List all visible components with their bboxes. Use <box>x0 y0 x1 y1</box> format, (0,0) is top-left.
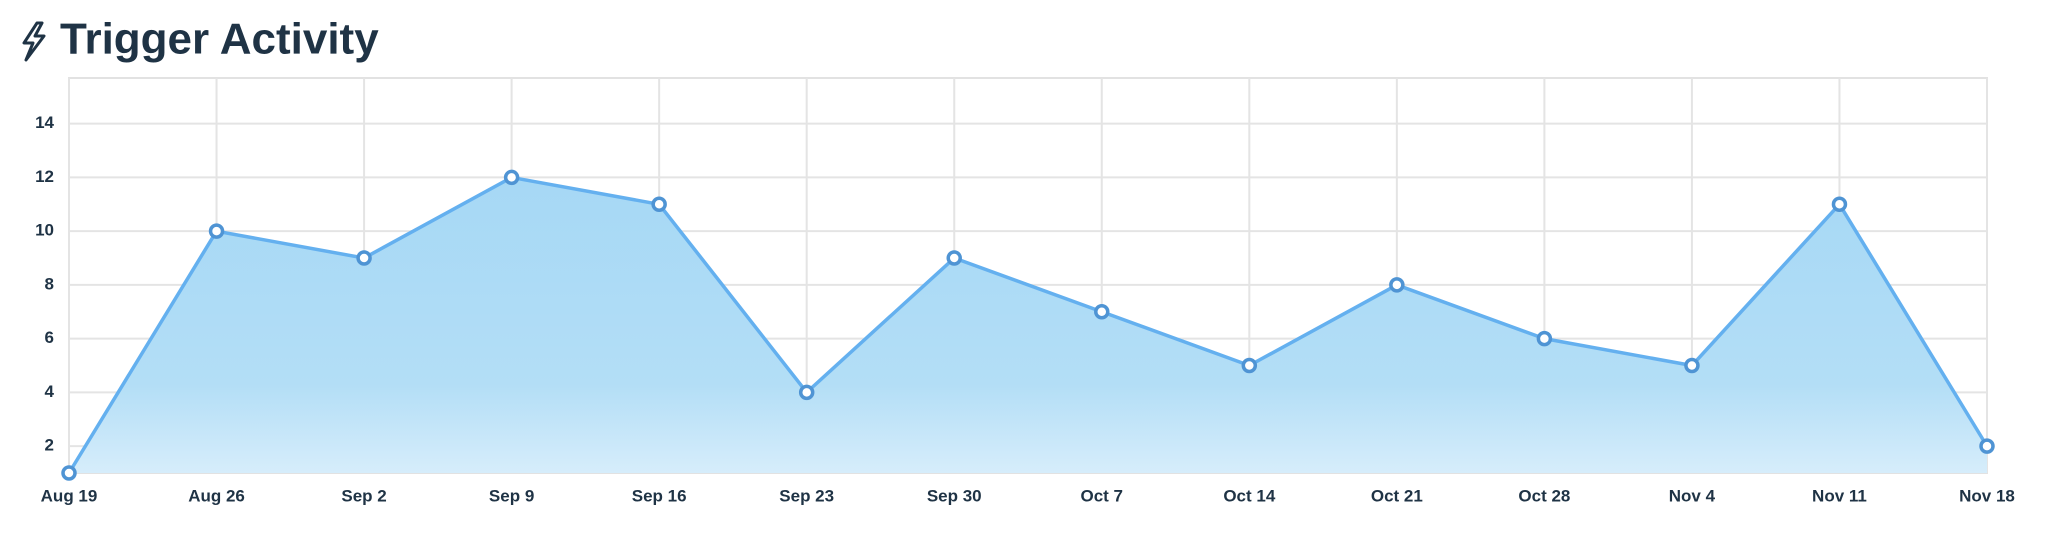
data-point <box>1241 357 1258 374</box>
data-point <box>356 250 372 266</box>
x-tick-label: Nov 18 <box>1959 486 2015 505</box>
x-tick-label: Nov 4 <box>1669 486 1716 505</box>
area-fill <box>69 177 1987 474</box>
data-point <box>1979 438 1995 454</box>
y-tick-label: 14 <box>35 113 54 132</box>
x-tick-label: Aug 26 <box>188 486 245 505</box>
x-tick-label: Oct 21 <box>1371 486 1423 505</box>
x-tick-label: Sep 16 <box>632 486 687 505</box>
y-tick-label: 12 <box>35 167 54 186</box>
bolt-icon <box>22 21 46 62</box>
x-tick-label: Nov 11 <box>1812 486 1867 505</box>
x-tick-label: Sep 30 <box>927 486 982 505</box>
x-tick-label: Oct 14 <box>1223 486 1276 505</box>
data-point <box>208 223 225 239</box>
data-point <box>1389 277 1405 293</box>
x-tick-label: Sep 2 <box>341 486 386 505</box>
x-tick-label: Aug 19 <box>41 486 98 505</box>
data-point <box>798 384 815 401</box>
x-tick-label: Oct 28 <box>1518 486 1570 505</box>
data-point <box>503 169 520 186</box>
y-tick-label: 8 <box>45 274 54 293</box>
y-tick-label: 10 <box>35 221 54 240</box>
x-tick-label: Oct 7 <box>1081 486 1124 505</box>
data-point <box>1684 357 1700 374</box>
data-point <box>1094 304 1110 320</box>
y-tick-label: 4 <box>45 382 55 401</box>
data-point <box>1831 196 1848 213</box>
x-tick-label: Sep 23 <box>779 486 834 505</box>
data-point <box>946 250 962 266</box>
data-point <box>651 196 667 213</box>
area-line <box>67 175 1989 474</box>
y-tick-label: 2 <box>45 436 54 455</box>
y-tick-label: 6 <box>45 328 54 347</box>
data-point <box>61 465 77 481</box>
data-point <box>1536 330 1553 347</box>
chart-title: Trigger Activity <box>60 15 379 64</box>
x-tick-label: Sep 9 <box>489 486 534 505</box>
